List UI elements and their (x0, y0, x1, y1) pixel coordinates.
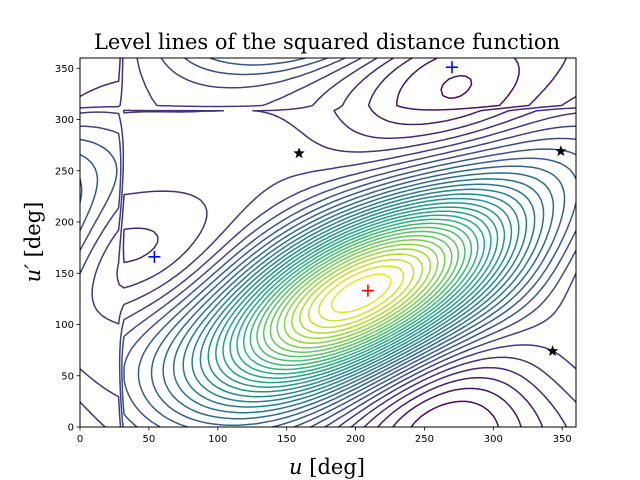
y-tick-label: 50 (61, 371, 74, 382)
x-axis-label: u [deg] (289, 455, 365, 479)
x-axis-ticks: 0 50 100 150 200 250 300 350 (77, 427, 572, 445)
contour-level (269, 234, 453, 353)
chart-title: Level lines of the squared distance func… (94, 30, 560, 54)
contour-level (367, 58, 568, 427)
y-axis-ticks: 0 50 100 150 200 250 300 350 (55, 64, 80, 434)
x-tick-label: 350 (553, 434, 572, 445)
contour-lines (80, 58, 576, 427)
contour-level (299, 253, 424, 334)
contour-level (191, 188, 528, 403)
contour-level (410, 74, 500, 427)
contour-level (317, 265, 405, 322)
y-axis-label: u′ [deg] (21, 202, 45, 283)
contour-level (80, 58, 576, 427)
saddle-marker (546, 345, 559, 356)
contour-level (162, 172, 555, 420)
y-tick-label: 300 (55, 115, 74, 126)
contour-level (199, 193, 520, 398)
maximum-marker (361, 284, 374, 297)
contour-level (222, 206, 499, 384)
critical-point-markers (148, 61, 567, 356)
contour-level (80, 58, 576, 427)
saddle-marker (555, 145, 567, 157)
contour-level (150, 165, 566, 426)
x-tick-label: 150 (277, 434, 296, 445)
contour-level (276, 239, 446, 349)
contour-level (291, 248, 432, 340)
y-tick-label: 200 (55, 218, 74, 229)
contour-level (172, 178, 545, 414)
minimum-marker (446, 61, 458, 74)
contour-level (236, 214, 486, 375)
contour-level (262, 230, 460, 358)
contour-level (229, 210, 492, 379)
saddle-marker (293, 147, 305, 159)
y-tick-label: 350 (55, 64, 74, 75)
contour-level (215, 202, 506, 388)
contour-level (80, 58, 576, 427)
x-tick-label: 50 (143, 434, 156, 445)
contour-level (242, 218, 479, 371)
x-tick-label: 300 (484, 434, 503, 445)
contour-level (330, 273, 392, 314)
y-tick-label: 100 (55, 320, 74, 331)
x-tick-label: 100 (208, 434, 227, 445)
contour-level (80, 58, 576, 427)
y-tick-label: 250 (55, 166, 74, 177)
contour-level (283, 243, 439, 344)
y-tick-label: 150 (55, 269, 74, 280)
contour-level (80, 157, 576, 427)
minimum-marker (148, 250, 161, 263)
y-tick-label: 0 (68, 423, 74, 434)
plot-frame (79, 57, 577, 428)
contour-level (182, 183, 536, 408)
contour-level (80, 58, 576, 427)
x-tick-label: 0 (77, 434, 83, 445)
contour-level (392, 58, 522, 427)
x-tick-label: 200 (346, 434, 365, 445)
contour-level (80, 58, 576, 427)
contour-level (307, 258, 415, 329)
contour-level (207, 197, 513, 393)
x-tick-label: 250 (415, 434, 434, 445)
contour-level (249, 222, 473, 366)
contour-level (256, 226, 466, 362)
